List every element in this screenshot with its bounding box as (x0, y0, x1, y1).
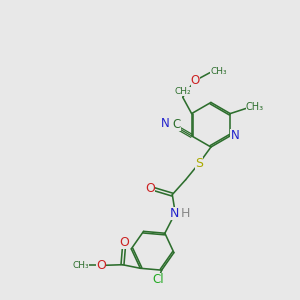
Text: N: N (231, 129, 239, 142)
Text: Cl: Cl (152, 273, 164, 286)
Text: O: O (146, 182, 155, 195)
Text: S: S (195, 158, 203, 170)
Text: CH₃: CH₃ (73, 261, 89, 270)
Text: C: C (172, 118, 181, 131)
Text: O: O (120, 236, 130, 249)
Text: N: N (170, 207, 179, 220)
Text: CH₂: CH₂ (174, 87, 191, 96)
Text: O: O (96, 259, 106, 272)
Text: N: N (161, 117, 170, 130)
Text: CH₃: CH₃ (246, 102, 264, 112)
Text: H: H (181, 207, 190, 220)
Text: CH₃: CH₃ (210, 67, 227, 76)
Text: O: O (191, 74, 200, 87)
